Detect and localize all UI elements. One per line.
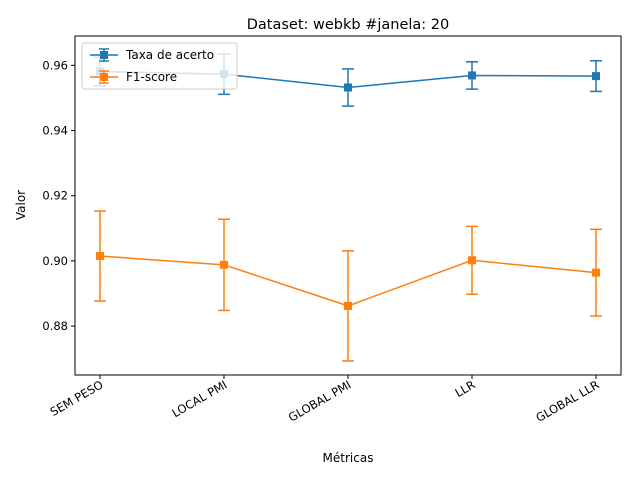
- data-point: [592, 72, 600, 81]
- x-tick-label: SEM PESO: [48, 377, 106, 418]
- data-point: [468, 71, 476, 80]
- x-tick-label: LOCAL PMI: [169, 377, 229, 420]
- legend-label: F1-score: [126, 70, 177, 84]
- legend: Taxa de acerto F1-score: [81, 42, 238, 90]
- data-point: [344, 83, 352, 92]
- legend-box: [81, 42, 238, 90]
- chart-title: Dataset: webkb #janela: 20: [247, 17, 450, 33]
- x-tick-label: LLR: [452, 377, 477, 400]
- data-point: [344, 301, 352, 310]
- y-tick-label: 0.88: [42, 319, 68, 333]
- y-axis-label: Valor: [14, 190, 28, 220]
- series-1: [94, 210, 602, 362]
- data-point: [592, 268, 600, 277]
- x-tick-label: GLOBAL PMI: [286, 377, 354, 424]
- legend-label: Taxa de acerto: [125, 48, 214, 62]
- x-axis: SEM PESO LOCAL PMI GLOBAL PMI LLR GLOBAL LLR: [48, 375, 602, 425]
- data-point: [468, 256, 476, 265]
- y-axis: 0.88 0.90 0.92 0.94 0.96: [42, 58, 75, 333]
- x-tick-label: GLOBAL LLR: [533, 377, 601, 424]
- y-tick-label: 0.94: [42, 124, 68, 138]
- legend-marker: [100, 51, 108, 59]
- x-axis-label: Métricas: [323, 451, 374, 465]
- data-point: [220, 260, 228, 269]
- legend-marker: [100, 73, 108, 81]
- plot-area: [94, 53, 602, 362]
- y-tick-label: 0.92: [42, 189, 68, 203]
- y-tick-label: 0.96: [42, 58, 68, 72]
- data-point: [96, 252, 104, 261]
- y-tick-label: 0.90: [42, 254, 68, 268]
